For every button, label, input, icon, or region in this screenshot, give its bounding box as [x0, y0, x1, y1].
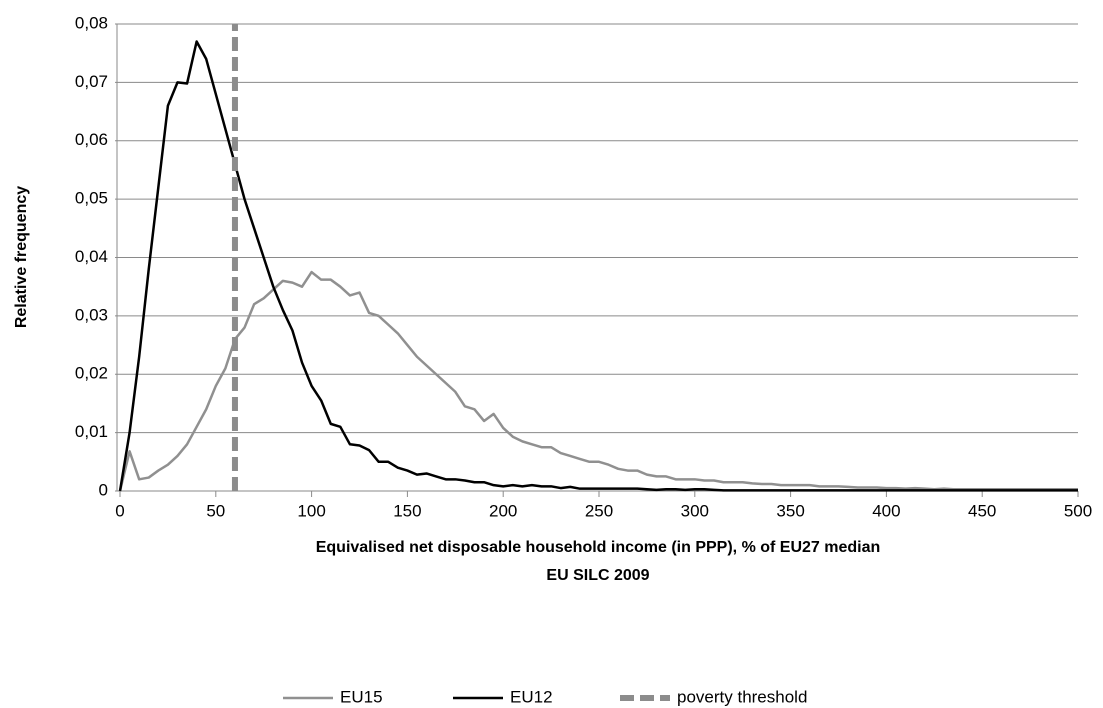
y-tick-label: 0,07: [75, 72, 108, 91]
y-axis-label: Relative frequency: [13, 186, 30, 328]
legend-label: poverty threshold: [677, 687, 807, 706]
x-axis-label: EU SILC 2009: [546, 567, 649, 584]
y-tick-label: 0,08: [75, 13, 108, 32]
x-tick-label: 450: [968, 501, 996, 520]
x-tick-label: 50: [206, 501, 225, 520]
x-tick-label: 250: [585, 501, 613, 520]
x-tick-label: 350: [776, 501, 804, 520]
x-tick-label: 300: [681, 501, 709, 520]
series-line: [118, 270, 1078, 492]
y-tick-label: 0,05: [75, 189, 108, 208]
x-tick-label: 400: [872, 501, 900, 520]
legend-label: EU12: [510, 687, 553, 706]
y-tick-label: 0,04: [75, 247, 108, 266]
y-tick-label: 0,03: [75, 305, 108, 324]
x-tick-label: 200: [489, 501, 517, 520]
legend-label: EU15: [340, 687, 383, 706]
y-tick-label: 0,01: [75, 422, 108, 441]
y-tick-label: 0,02: [75, 364, 108, 383]
x-tick-label: 100: [297, 501, 325, 520]
y-tick-label: 0: [99, 480, 108, 499]
x-tick-label: 0: [115, 501, 124, 520]
x-axis-label: Equivalised net disposable household inc…: [316, 539, 881, 556]
series-line: [118, 40, 1078, 492]
x-tick-label: 150: [393, 501, 421, 520]
x-tick-label: 500: [1064, 501, 1092, 520]
y-tick-label: 0,06: [75, 130, 108, 149]
